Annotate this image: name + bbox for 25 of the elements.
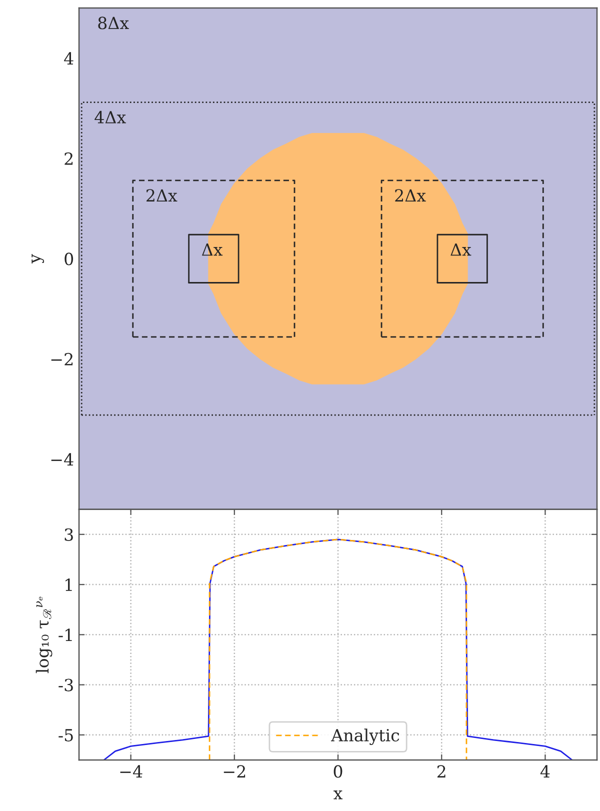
x-tick-label: 4 — [540, 765, 550, 778]
y-tick-label: 0 — [64, 252, 74, 266]
y-tick-label: 2 — [64, 152, 73, 165]
band-label: 8Δx — [98, 16, 129, 30]
x-tick-label: −2 — [224, 765, 246, 778]
y-axis-title: y — [32, 254, 44, 264]
series-label: Δx — [450, 243, 472, 256]
y-tick-label: -3 — [58, 678, 73, 692]
series-label: 4Δx — [94, 110, 126, 124]
y-tick-label: −4 — [51, 453, 74, 466]
legend-label: Analytic — [331, 728, 400, 745]
y-tick-label: 4 — [64, 52, 74, 64]
y-tick-label: 3 — [64, 528, 73, 541]
series-label: 2Δx — [146, 189, 178, 202]
y-tick-label: -5 — [58, 729, 73, 742]
y-tick-label: −2 — [51, 352, 73, 366]
y-tick-label: 1 — [66, 578, 72, 591]
series-label: Δx — [202, 243, 223, 256]
x-tick-label: −4 — [120, 765, 142, 778]
x-tick-label: 2 — [437, 765, 446, 778]
y-axis-title: log₁₀ τ$_{ℛ}$$^{νₑ}$ — [36, 596, 52, 674]
x-axis-title: x — [334, 790, 343, 800]
series-label: 2Δx — [395, 189, 426, 202]
y-tick-label: -1 — [58, 628, 72, 641]
x-tick-label: 0 — [334, 765, 342, 778]
